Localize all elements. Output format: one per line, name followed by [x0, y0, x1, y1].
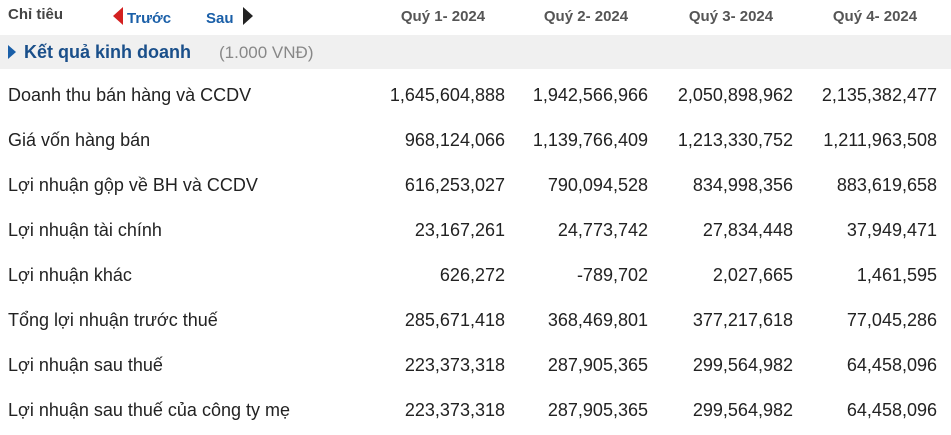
cell-value: 626,272 — [439, 265, 505, 285]
cell-value: 2,027,665 — [712, 265, 793, 285]
row-label: Lợi nhuận sau thuế — [8, 355, 163, 375]
table-row: Giá vốn hàng bán 968,124,066 1,139,766,409… — [0, 119, 951, 161]
next-link[interactable]: Sau — [206, 10, 234, 27]
cell-value: 223,373,318 — [404, 355, 505, 375]
cell-value: -789,702 — [576, 265, 648, 285]
cell-value: 2,050,898,962 — [677, 85, 793, 105]
section-unit: (1.000 VNĐ) — [219, 43, 314, 62]
cell-value: 2,135,382,477 — [821, 85, 937, 105]
cell-value: 834,998,356 — [692, 175, 793, 195]
table-row: Lợi nhuận sau thuế 223,373,318 287,905,365… — [0, 344, 951, 386]
cell-value: 287,905,365 — [547, 400, 648, 420]
header: Chỉ tiêu Trước Sau Quý 1- 2024 Quý 2- 202… — [0, 0, 951, 32]
column-header: Quý 1- 2024 — [400, 8, 486, 25]
next-arrow[interactable] — [243, 7, 255, 25]
cell-value: 1,645,604,888 — [389, 85, 505, 105]
table-row: Lợi nhuận tài chính 23,167,261 24,773,742 2… — [0, 209, 951, 251]
table-row: Lợi nhuận gộp về BH và CCDV 616,253,027 79… — [0, 164, 951, 206]
cell-value: 883,619,658 — [836, 175, 937, 195]
cell-value: 64,458,096 — [846, 400, 937, 420]
row-label: Lợi nhuận tài chính — [8, 220, 162, 240]
table-row: Doanh thu bán hàng và CCDV 1,645,604,888 1… — [0, 74, 951, 116]
cell-value: 285,671,418 — [404, 310, 505, 330]
cell-value: 616,253,027 — [404, 175, 505, 195]
cell-value: 790,094,528 — [547, 175, 648, 195]
cell-value: 1,211,963,508 — [823, 130, 937, 150]
row-label: Doanh thu bán hàng và CCDV — [8, 85, 252, 105]
row-label: Lợi nhuận gộp về BH và CCDV — [8, 175, 258, 195]
cell-value: 27,834,448 — [702, 220, 793, 240]
cell-value: 23,167,261 — [414, 220, 505, 240]
section-arrow — [8, 45, 16, 59]
column-header: Quý 4- 2024 — [832, 8, 918, 25]
column-header: Quý 2- 2024 — [543, 8, 629, 25]
prev-arrow[interactable] — [113, 7, 125, 25]
section-row: Kết quả kinh doanh (1.000 VNĐ) — [0, 35, 951, 69]
cell-value: 223,373,318 — [404, 400, 505, 420]
table-row: Lợi nhuận khác 626,272 -789,702 2,027,665 1,… — [0, 254, 951, 296]
cell-value: 1,461,595 — [856, 265, 937, 285]
section-title: Kết quả kinh doanh — [24, 42, 192, 62]
table-row: Tổng lợi nhuận trước thuế 285,671,418 368,… — [0, 299, 951, 341]
cell-value: 37,949,471 — [846, 220, 937, 240]
cell-value: 1,213,330,752 — [677, 130, 793, 150]
column-header: Quý 3- 2024 — [688, 8, 774, 25]
cell-value: 77,045,286 — [846, 310, 937, 330]
cell-value: 287,905,365 — [547, 355, 648, 375]
cell-value: 968,124,066 — [404, 130, 505, 150]
prev-link[interactable]: Trước — [127, 10, 172, 27]
cell-value: 1,139,766,409 — [532, 130, 648, 150]
cell-value: 299,564,982 — [692, 400, 793, 420]
cell-value: 24,773,742 — [557, 220, 648, 240]
row-label: Lợi nhuận sau thuế của công ty mẹ — [8, 400, 290, 420]
row-label: Giá vốn hàng bán — [8, 130, 151, 150]
cell-value: 368,469,801 — [547, 310, 648, 330]
row-label: Tổng lợi nhuận trước thuế — [8, 310, 218, 330]
cell-value: 377,217,618 — [692, 310, 793, 330]
cell-value: 64,458,096 — [846, 355, 937, 375]
header-label: Chỉ tiêu — [8, 6, 63, 23]
table-row: Lợi nhuận sau thuế của công ty mẹ 223,373… — [0, 389, 951, 431]
row-label: Lợi nhuận khác — [8, 265, 132, 285]
cell-value: 1,942,566,966 — [532, 85, 648, 105]
cell-value: 299,564,982 — [692, 355, 793, 375]
